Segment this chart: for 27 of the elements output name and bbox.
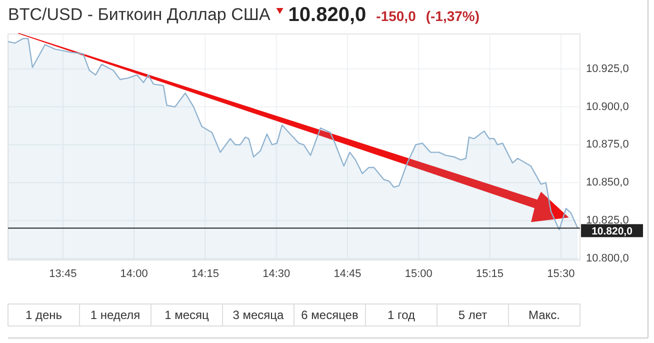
range-button[interactable]: 3 месяца xyxy=(222,304,294,326)
y-tick-label: 10.900,0 xyxy=(586,100,629,113)
y-tick-label: 10.850,0 xyxy=(586,176,629,189)
range-button[interactable]: 1 месяц xyxy=(150,304,223,326)
range-button[interactable]: 5 лет xyxy=(436,304,509,326)
x-tick-label: 15:00 xyxy=(404,268,432,280)
y-tick-label: 10.825,0 xyxy=(586,214,629,227)
range-button[interactable]: 1 неделя xyxy=(79,304,152,326)
x-tick-label: 14:45 xyxy=(334,268,362,280)
ref-line-label: 10.820,0 xyxy=(592,226,633,238)
y-tick-label: 10.800,0 xyxy=(586,252,629,264)
x-tick-label: 14:30 xyxy=(262,268,290,280)
chart-title: BTC/USD - Биткоин Доллар США xyxy=(8,5,271,24)
x-tick-label: 13:45 xyxy=(49,268,77,280)
x-tick-label: 15:30 xyxy=(547,268,575,280)
text: -150,0 xyxy=(376,8,416,24)
y-tick-label: 10.875,0 xyxy=(586,138,629,151)
text: 10.820,0 xyxy=(288,4,366,26)
x-tick-label: 14:15 xyxy=(191,268,219,280)
range-button[interactable]: 1 год xyxy=(365,304,438,326)
x-tick-label: 14:00 xyxy=(120,268,148,280)
x-tick-label: 15:15 xyxy=(476,268,504,280)
range-button[interactable]: 1 день xyxy=(8,304,80,326)
y-tick-label: 10.925,0 xyxy=(586,62,629,75)
range-button[interactable]: 6 месяцев xyxy=(294,304,366,326)
text: (-1,37%) xyxy=(426,8,480,24)
range-button[interactable]: Макс. xyxy=(508,304,580,326)
